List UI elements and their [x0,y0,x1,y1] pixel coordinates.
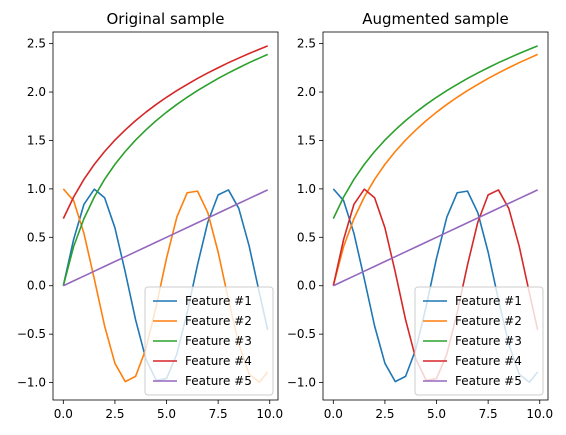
x-tick-label-original-2: 5.0 [157,407,176,421]
series-line-original-feature-5 [62,189,269,287]
legend-label-augmented-1: Feature #1 [455,294,522,308]
legend-box-augmented [414,286,544,396]
legend-label-original-4: Feature #4 [185,354,252,368]
legend-label-original-3: Feature #3 [185,334,252,348]
plot-frame-augmented [322,31,549,401]
series-line-augmented-feature-3 [332,45,538,219]
y-tick-label-augmented-7: 2.5 [297,37,316,51]
chart-title-original: Original sample [106,10,224,28]
y-tick-label-original-1: −0.5 [17,327,46,341]
legend-augmented: Feature #1 Feature #2 Feature #3 Feature #4… [414,286,544,396]
legend-label-augmented-5: Feature #5 [455,374,522,388]
y-tick-label-augmented-5: 1.5 [297,133,316,147]
x-tick-label-original-1: 2.5 [105,407,124,421]
series-line-original-feature-3 [62,53,269,286]
y-tick-label-augmented-1: −0.5 [287,327,316,341]
y-tick-label-augmented-3: 0.5 [297,230,316,244]
chart-title-augmented: Augmented sample [362,10,509,28]
x-tick-label-augmented-4: 10.0 [526,407,553,421]
y-tick-label-original-3: 0.5 [27,230,46,244]
x-tick-label-augmented-0: 0.0 [324,407,343,421]
plot-frame-original [52,31,279,401]
legend-label-original-5: Feature #5 [185,374,252,388]
legend-box-original [144,286,274,396]
y-tick-label-augmented-4: 1.0 [297,182,316,196]
x-tick-label-augmented-2: 5.0 [427,407,446,421]
panel-original-sample: Original sample 0.0 2.5 5.0 7.5 10.0 −1.0 −0.5… [17,10,283,421]
y-tick-label-augmented-2: 0.0 [297,279,316,293]
x-tick-label-augmented-3: 7.5 [479,407,498,421]
x-tick-label-original-4: 10.0 [256,407,283,421]
y-tick-label-original-2: 0.0 [27,279,46,293]
legend-label-augmented-2: Feature #2 [455,314,522,328]
legend-original: Feature #1 Feature #2 Feature #3 Feature #4… [144,286,274,396]
y-tick-label-augmented-6: 2.0 [297,85,316,99]
y-tick-label-original-4: 1.0 [27,182,46,196]
y-tick-label-original-6: 2.0 [27,85,46,99]
x-tick-label-augmented-1: 2.5 [375,407,394,421]
series-line-augmented-feature-5 [332,189,539,287]
panel-augmented-sample: Augmented sample 0.0 2.5 5.0 7.5 10.0 −1.0 −0.… [287,10,553,421]
legend-label-original-2: Feature #2 [185,314,252,328]
y-tick-label-augmented-0: −1.0 [287,376,316,390]
legend-label-augmented-4: Feature #4 [455,354,522,368]
legend-label-original-1: Feature #1 [185,294,252,308]
legend-label-augmented-3: Feature #3 [455,334,522,348]
y-tick-label-original-7: 2.5 [27,37,46,51]
series-line-original-feature-4 [62,45,268,219]
x-tick-label-original-0: 0.0 [54,407,73,421]
x-tick-label-original-3: 7.5 [209,407,228,421]
y-tick-label-original-0: −1.0 [17,376,46,390]
y-tick-label-original-5: 1.5 [27,133,46,147]
